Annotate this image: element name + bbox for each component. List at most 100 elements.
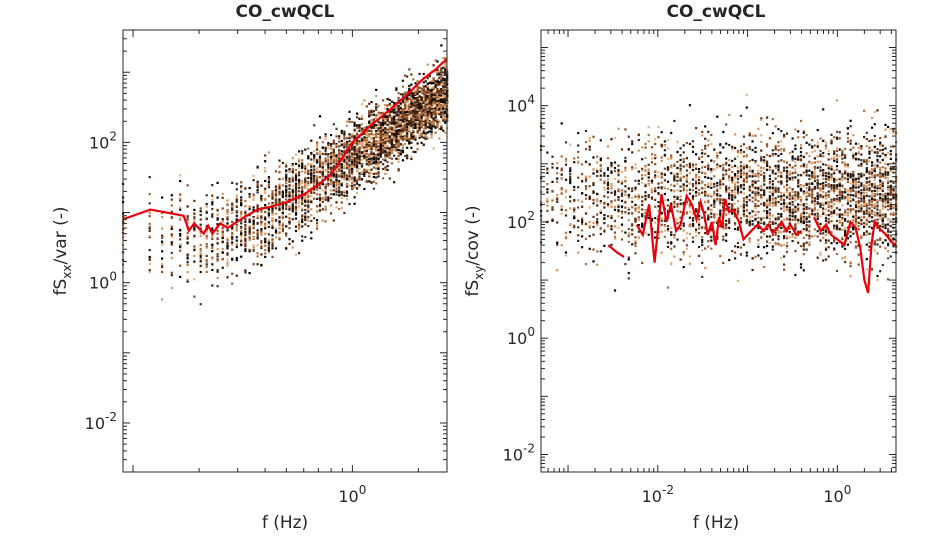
scatter-point xyxy=(435,118,437,120)
scatter-point xyxy=(171,233,173,235)
scatter-point xyxy=(617,181,619,183)
scatter-point xyxy=(661,186,663,188)
scatter-point xyxy=(701,226,703,228)
scatter-point xyxy=(370,169,372,171)
scatter-point xyxy=(746,178,748,180)
scatter-point xyxy=(423,81,425,83)
scatter-point xyxy=(377,141,379,143)
scatter-point xyxy=(670,184,672,186)
scatter-point xyxy=(295,194,297,196)
scatter-point xyxy=(695,195,697,197)
scatter-point xyxy=(725,173,727,175)
scatter-point xyxy=(384,141,386,143)
scatter-point xyxy=(387,147,389,149)
scatter-point xyxy=(253,199,255,201)
scatter-point xyxy=(373,126,375,128)
scatter-point xyxy=(425,110,427,112)
scatter-point xyxy=(275,220,277,222)
scatter-point xyxy=(244,236,246,238)
scatter-point xyxy=(406,98,408,100)
scatter-point xyxy=(556,194,558,196)
scatter-point xyxy=(341,194,343,196)
scatter-point xyxy=(621,200,623,202)
scatter-point xyxy=(384,151,386,153)
scatter-point xyxy=(654,222,656,224)
scatter-point xyxy=(676,173,678,175)
scatter-point xyxy=(356,192,358,194)
scatter-point xyxy=(414,114,416,116)
scatter-point xyxy=(316,143,318,145)
scatter-point xyxy=(680,199,682,201)
scatter-point xyxy=(657,192,659,194)
scatter-point xyxy=(363,144,365,146)
scatter-point xyxy=(322,189,324,191)
scatter-point xyxy=(716,185,718,187)
scatter-point xyxy=(600,165,602,167)
scatter-point xyxy=(731,191,733,193)
scatter-point xyxy=(307,157,309,159)
scatter-point xyxy=(421,134,423,136)
scatter-point xyxy=(617,172,619,174)
scatter-point xyxy=(395,144,397,146)
scatter-point xyxy=(423,106,425,108)
scatter-point xyxy=(307,163,309,165)
scatter-point xyxy=(592,136,594,138)
scatter-point xyxy=(322,147,324,149)
scatter-point xyxy=(402,112,404,114)
scatter-point xyxy=(710,248,712,250)
scatter-point xyxy=(667,158,669,160)
scatter-point xyxy=(217,209,219,211)
scatter-point xyxy=(356,187,358,189)
scatter-point xyxy=(398,155,400,157)
scatter-point xyxy=(322,173,324,175)
scatter-point xyxy=(377,133,379,135)
scatter-point xyxy=(680,186,682,188)
scatter-point xyxy=(607,184,609,186)
scatter-point xyxy=(664,193,666,195)
scatter-point xyxy=(638,197,640,199)
scatter-point xyxy=(683,266,685,268)
scatter-point xyxy=(427,120,429,122)
scatter-point xyxy=(689,189,691,191)
scatter-point xyxy=(404,75,406,77)
scatter-point xyxy=(268,176,270,178)
scatter-point xyxy=(440,107,442,109)
scatter-point xyxy=(689,166,691,168)
scatter-point xyxy=(695,180,697,182)
scatter-point xyxy=(282,228,284,230)
scatter-point xyxy=(226,254,228,256)
scatter-point xyxy=(710,240,712,242)
scatter-point xyxy=(648,172,650,174)
scatter-point xyxy=(217,213,219,215)
scatter-point xyxy=(581,223,583,225)
scatter-point xyxy=(335,179,337,181)
scatter-point xyxy=(692,151,694,153)
scatter-point xyxy=(264,245,266,247)
scatter-point xyxy=(161,235,163,237)
scatter-point xyxy=(624,185,626,187)
scatter-point xyxy=(692,164,694,166)
scatter-point xyxy=(375,140,377,142)
scatter-point xyxy=(410,84,412,86)
scatter-point xyxy=(193,228,195,230)
scatter-point xyxy=(410,99,412,101)
scatter-point xyxy=(348,133,350,135)
scatter-point xyxy=(596,214,598,216)
scatter-point xyxy=(737,190,739,192)
scatter-point xyxy=(581,235,583,237)
scatter-point xyxy=(375,133,377,135)
scatter-point xyxy=(393,148,395,150)
scatter-point xyxy=(375,182,377,184)
scatter-point xyxy=(710,134,712,136)
scatter-point xyxy=(211,284,213,286)
scatter-point xyxy=(179,180,181,182)
scatter-point xyxy=(319,186,321,188)
scatter-point xyxy=(421,98,423,100)
scatter-point xyxy=(743,164,745,166)
scatter-point xyxy=(375,146,377,148)
scatter-point xyxy=(408,88,410,90)
scatter-point xyxy=(404,107,406,109)
scatter-point xyxy=(348,160,350,162)
scatter-point xyxy=(335,175,337,177)
scatter-point xyxy=(743,174,745,176)
